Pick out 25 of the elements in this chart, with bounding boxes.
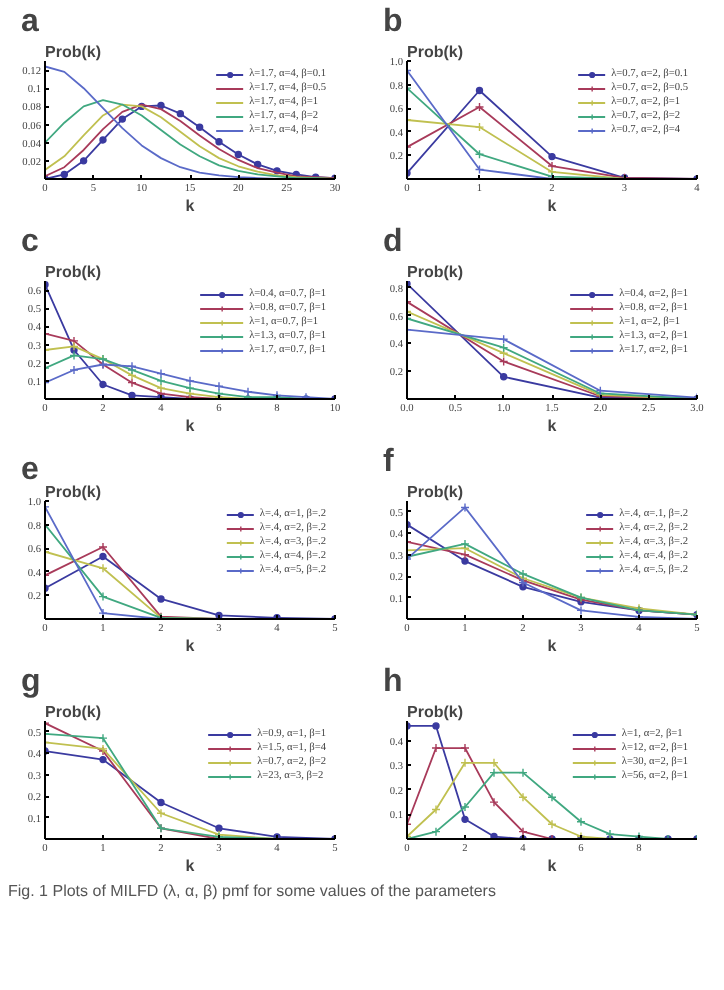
y-axis-title: Prob(k) (45, 703, 102, 721)
chart-title: c (21, 225, 39, 259)
chart-title: g (21, 665, 41, 699)
x-axis-title: k (547, 637, 558, 655)
chart-title: e (21, 453, 39, 487)
chart-title: a (21, 5, 39, 39)
x-axis-title: k (185, 857, 196, 875)
y-axis-title: Prob(k) (407, 483, 464, 501)
chart-title: b (383, 5, 403, 39)
x-axis-title: k (547, 857, 558, 875)
y-axis-title: Prob(k) (407, 703, 464, 721)
x-axis-title: k (185, 637, 196, 655)
y-axis-title: Prob(k) (45, 43, 102, 61)
x-axis-title: k (185, 197, 196, 215)
x-axis-title: k (547, 417, 558, 435)
y-axis-title: Prob(k) (45, 483, 102, 501)
chart-title: h (383, 665, 403, 699)
x-axis-title: k (185, 417, 196, 435)
chart-title: f (383, 445, 395, 479)
x-axis-title: k (547, 197, 558, 215)
chart-title: d (383, 225, 403, 259)
y-axis-title: Prob(k) (45, 263, 102, 281)
caption: Fig. 1 Plots of MILFD (λ, α, β) pmf for some values of the parameters (8, 880, 496, 903)
y-axis-title: Prob(k) (407, 263, 464, 281)
y-axis-title: Prob(k) (407, 43, 464, 61)
